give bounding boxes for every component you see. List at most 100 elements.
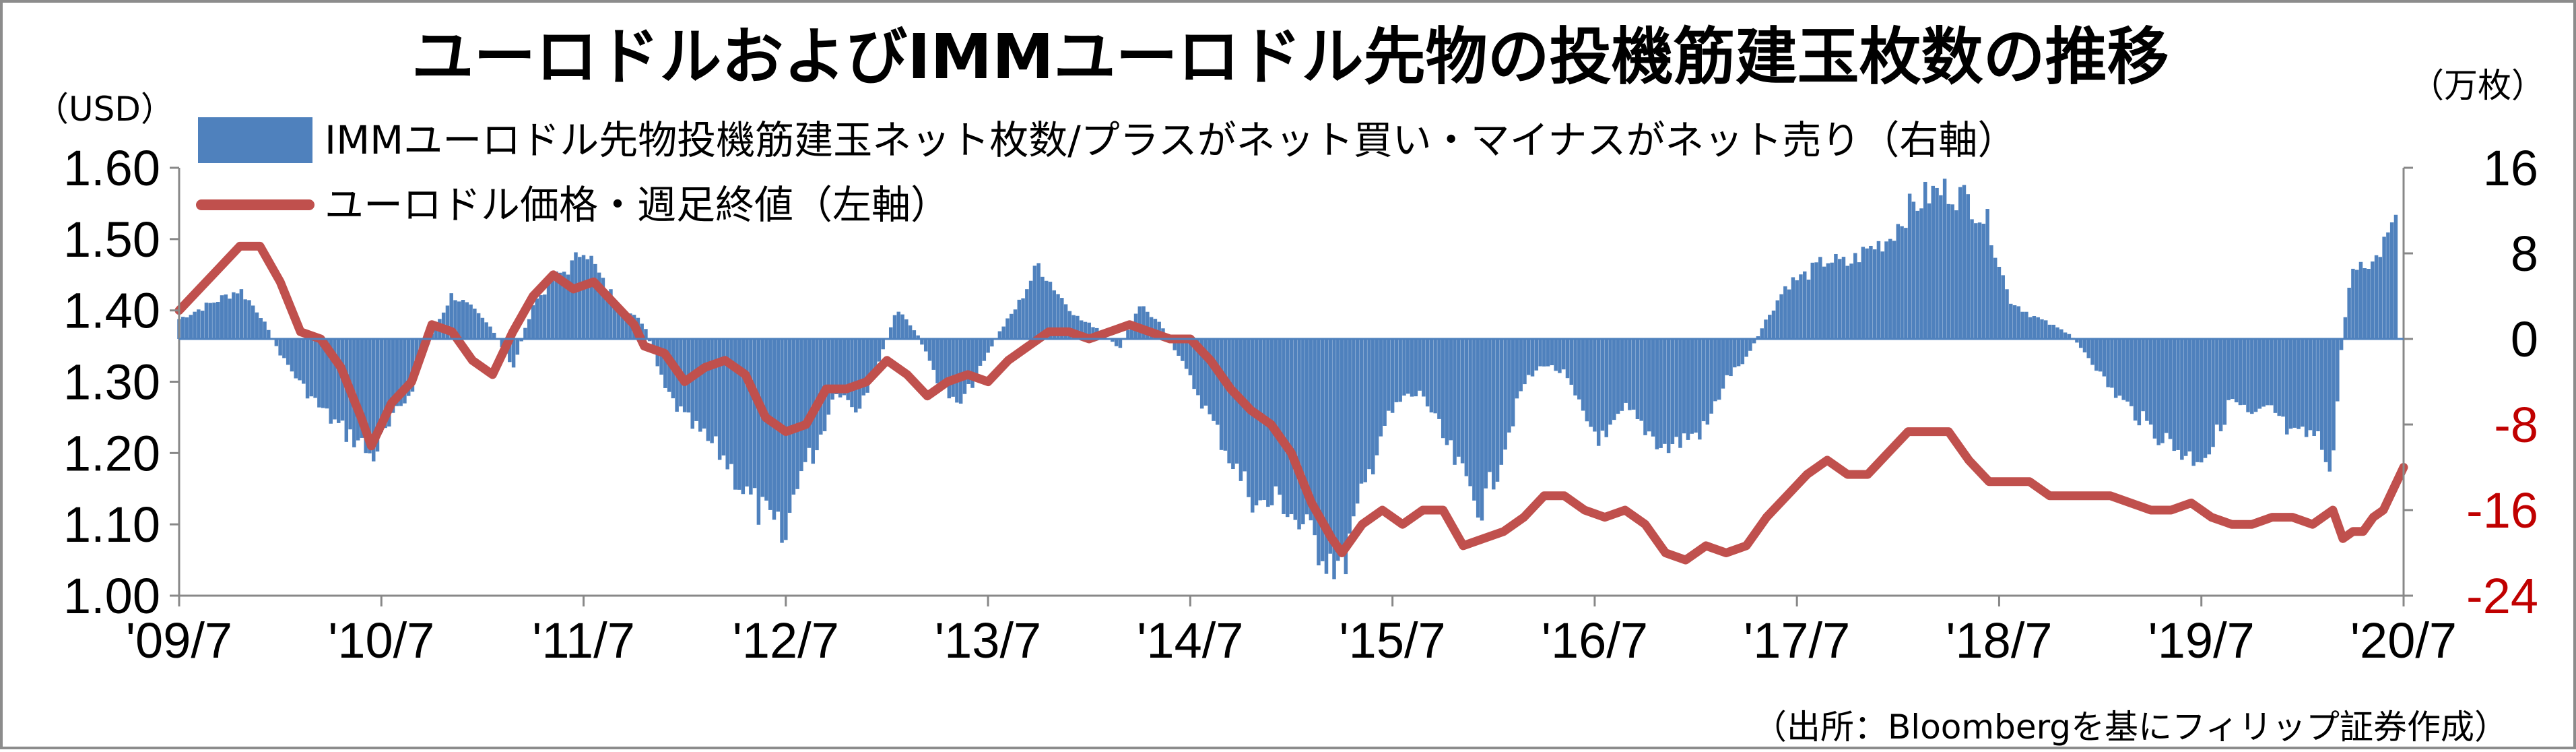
- bar: [1460, 339, 1465, 464]
- bar: [1861, 247, 1865, 339]
- bar: [904, 319, 909, 339]
- bar: [1616, 339, 1620, 414]
- bar: [927, 339, 932, 361]
- bar: [1705, 339, 1710, 425]
- bar: [2020, 311, 2024, 339]
- left-tick-label: 1.10: [63, 497, 160, 553]
- bar: [1212, 339, 1216, 421]
- bar: [1192, 339, 1196, 389]
- bar: [2386, 232, 2390, 339]
- bar: [185, 317, 189, 339]
- left-tick-label: 1.20: [63, 425, 160, 481]
- bar: [1919, 208, 1923, 339]
- bar: [2024, 311, 2028, 339]
- bar: [2078, 339, 2083, 348]
- bar: [2110, 339, 2114, 388]
- bar: [1907, 193, 1912, 339]
- bar: [609, 289, 613, 339]
- bar: [1052, 290, 1056, 339]
- bar: [1379, 339, 1383, 437]
- bar: [1445, 339, 1449, 445]
- bar: [815, 339, 819, 451]
- bar: [1025, 289, 1029, 339]
- bar: [1239, 339, 1243, 481]
- bar: [2176, 339, 2180, 450]
- bar: [1437, 339, 1441, 419]
- bar: [752, 339, 757, 489]
- bar: [356, 339, 360, 441]
- right-axis-ticks: -24 -16 -8 0 8 16: [2404, 140, 2538, 624]
- bar: [1977, 222, 1982, 339]
- bar: [484, 322, 488, 339]
- bar: [1146, 311, 1150, 339]
- bar: [1425, 339, 1430, 407]
- bar: [714, 339, 718, 437]
- bar: [826, 339, 831, 415]
- bar: [1301, 339, 1305, 525]
- bar: [1313, 339, 1317, 536]
- bar: [2382, 237, 2386, 339]
- bar: [2152, 339, 2157, 439]
- bar: [597, 272, 601, 339]
- chart-title: ユーロドルおよびIMMユーロドル先物の投機筋建玉枚数の推移: [411, 21, 2169, 93]
- bar: [2082, 339, 2087, 352]
- price-line: [174, 241, 2408, 565]
- bar: [1472, 339, 1476, 501]
- bar: [1254, 339, 1259, 505]
- bar: [706, 339, 711, 441]
- bar: [2281, 339, 2285, 417]
- bar: [1849, 263, 1853, 339]
- bar: [1363, 339, 1367, 482]
- bar: [1044, 280, 1049, 339]
- bar: [2238, 339, 2243, 406]
- bar: [803, 339, 807, 462]
- bar: [251, 305, 255, 339]
- bar: [1503, 339, 1507, 450]
- bar: [1935, 187, 1939, 339]
- bar: [2211, 339, 2215, 447]
- bar: [1352, 339, 1356, 517]
- bar: [1511, 339, 1515, 427]
- bar: [2129, 339, 2134, 406]
- bar: [546, 278, 551, 339]
- bar: [1013, 309, 1018, 339]
- bar: [1783, 286, 1787, 339]
- left-tick-label: 1.60: [63, 140, 160, 196]
- bar: [1304, 339, 1309, 515]
- bar: [970, 339, 975, 388]
- bar: [1219, 339, 1224, 450]
- bar: [1756, 336, 1760, 339]
- bar: [1309, 339, 1313, 521]
- bar: [2075, 339, 2079, 343]
- bar: [1974, 223, 1978, 339]
- bar: [1476, 339, 1480, 518]
- bar: [1631, 339, 1636, 410]
- bar: [834, 339, 838, 394]
- bar: [1021, 298, 1025, 339]
- bar: [1550, 339, 1554, 365]
- bar: [1954, 210, 1958, 339]
- bar: [1787, 289, 1791, 339]
- bar: [624, 313, 628, 339]
- bar: [578, 257, 582, 339]
- bar: [1845, 265, 1849, 339]
- bar: [2094, 339, 2099, 371]
- bar: [1581, 339, 1585, 411]
- bar: [282, 339, 286, 358]
- legend-bar-swatch: [198, 117, 312, 163]
- bar: [1799, 274, 1803, 339]
- bar: [2102, 339, 2107, 377]
- bar: [239, 289, 244, 339]
- bar: [2016, 306, 2021, 339]
- bar: [1359, 339, 1364, 484]
- bar: [383, 339, 387, 429]
- bar: [1449, 339, 1453, 441]
- bar: [403, 339, 407, 404]
- bar: [290, 339, 294, 372]
- bar: [2055, 327, 2059, 339]
- bar: [399, 339, 403, 406]
- bar: [717, 339, 722, 460]
- bar: [1071, 315, 1076, 339]
- bar: [1752, 339, 1756, 344]
- bar: [1142, 306, 1146, 339]
